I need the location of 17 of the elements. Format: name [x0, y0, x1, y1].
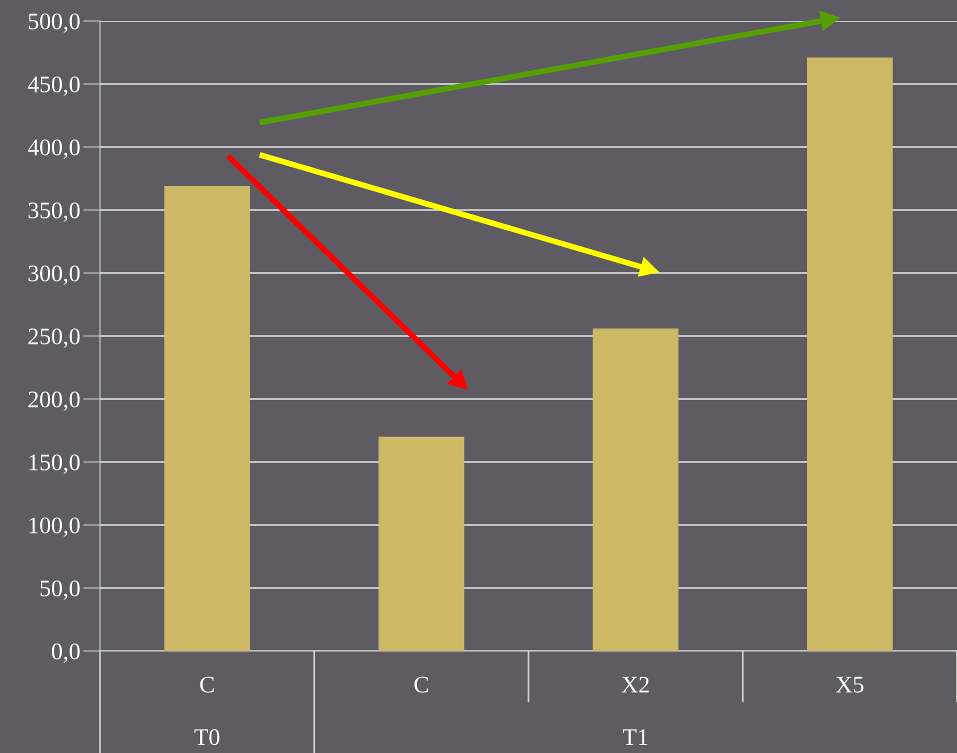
y-tick-label: 300,0 [28, 265, 80, 285]
y-tick-label: 0,0 [52, 643, 80, 663]
y-tick-label: 50,0 [40, 580, 80, 600]
y-tick-label: 150,0 [30, 454, 80, 474]
text: T0 [194, 729, 220, 746]
y-tick-label: 450,0 [28, 76, 80, 96]
y-tick-label: 250,0 [28, 328, 80, 348]
x-tick-label: C [414, 676, 428, 693]
y-tick-label: 500,0 [28, 13, 80, 33]
y-tick-label: 400,0 [28, 139, 80, 159]
x-tick-label: X2 [622, 676, 649, 692]
y-tick-label: 350,0 [28, 202, 80, 222]
y-tick-label: 200,0 [28, 391, 80, 411]
x-tick-label: C [200, 676, 214, 693]
x-tick-label: X5 [836, 676, 864, 693]
y-tick-label: 100,0 [30, 517, 80, 537]
text: T1 [622, 729, 648, 745]
